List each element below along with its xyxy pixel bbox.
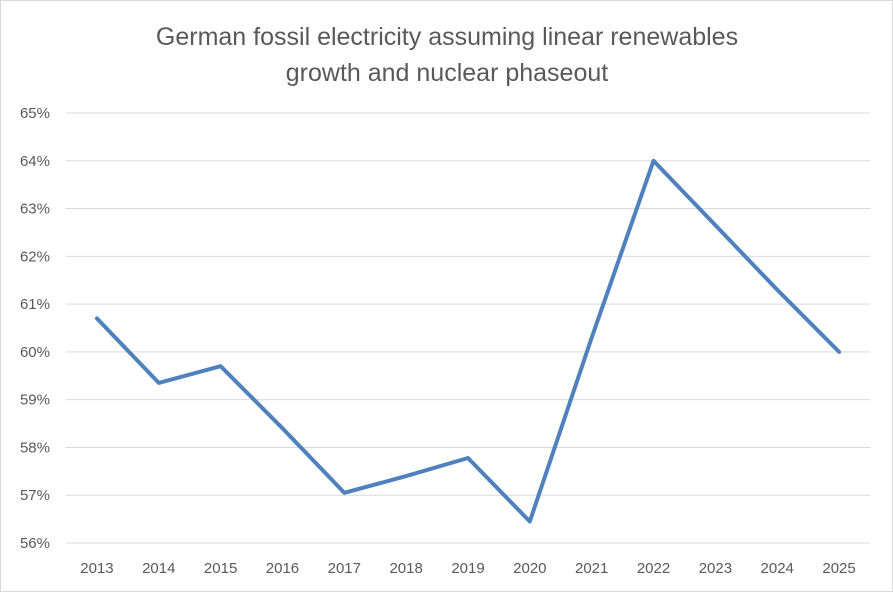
x-tick-label: 2022 [637,560,670,577]
y-tick-label: 60% [20,344,50,361]
x-tick-label: 2018 [389,560,422,577]
y-tick-label: 57% [20,487,50,504]
y-axis-ticks: 56% 57% 58% 59% 60% 61% 62% 63% 64% 65% [20,105,50,552]
chart-title-line-2: growth and nuclear phaseout [286,59,609,87]
y-tick-label: 58% [20,439,50,456]
chart-title: German fossil electricity assuming linea… [156,23,738,87]
x-tick-label: 2015 [204,560,237,577]
gridlines [66,112,870,544]
plot-area [94,158,842,524]
x-tick-label: 2021 [575,560,608,577]
y-tick-label: 63% [20,201,50,218]
chart-title-line-1: German fossil electricity assuming linea… [156,23,738,51]
x-tick-label: 2016 [266,560,299,577]
y-tick-label: 59% [20,392,50,409]
y-tick-label: 61% [20,296,50,313]
y-tick-label: 65% [20,105,50,122]
y-tick-label: 56% [20,535,50,552]
x-tick-label: 2024 [761,560,794,577]
x-tick-label: 2013 [80,560,113,577]
x-tick-label: 2019 [451,560,484,577]
x-tick-label: 2025 [822,560,855,577]
x-tick-label: 2014 [142,560,175,577]
x-tick-label: 2020 [513,560,546,577]
series-line [94,158,842,524]
x-tick-label: 2023 [699,560,732,577]
y-tick-label: 62% [20,248,50,265]
x-tick-label: 2017 [328,560,361,577]
x-axis-ticks: 2013 2014 2015 2016 2017 2018 2019 2020 2021 2022… [80,560,856,577]
y-tick-label: 64% [20,153,50,170]
